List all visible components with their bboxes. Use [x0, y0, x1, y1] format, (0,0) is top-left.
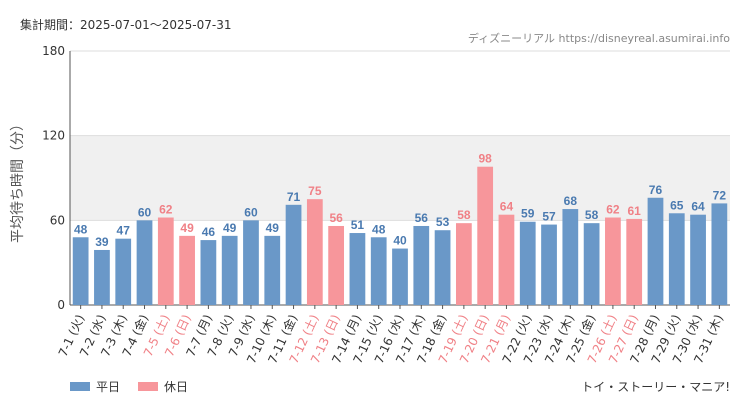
bar-4 [136, 220, 153, 305]
bar-5 [157, 217, 174, 305]
bar-9 [243, 220, 259, 305]
data-label: 72 [713, 188, 727, 202]
legend-weekday-label: 平日 [96, 380, 121, 394]
bar-21 [498, 214, 515, 305]
bar-14 [349, 233, 366, 305]
legend-holiday: 休日 [138, 378, 188, 395]
data-label: 60 [244, 205, 258, 219]
data-label: 61 [628, 204, 642, 218]
bar-27 [626, 218, 643, 305]
bar-1 [72, 237, 89, 305]
bar-13 [328, 225, 345, 305]
data-label: 98 [478, 152, 492, 166]
legend-holiday-swatch [138, 382, 159, 391]
y-tick-label: 180 [42, 44, 65, 58]
data-label: 62 [159, 203, 173, 217]
data-label: 76 [649, 183, 663, 197]
data-label: 49 [223, 221, 237, 235]
data-label: 58 [457, 208, 471, 222]
y-tick-label: 60 [50, 213, 65, 227]
data-label: 49 [180, 221, 194, 235]
data-label: 57 [542, 210, 556, 224]
bar-26 [605, 217, 621, 305]
legend-holiday-label: 休日 [164, 380, 189, 394]
legend: 平日 休日 [70, 378, 206, 395]
bar-16 [392, 248, 408, 305]
y-tick-label: 120 [42, 129, 65, 143]
bar-8 [221, 235, 238, 305]
data-label: 49 [266, 221, 280, 235]
bar-11 [285, 204, 302, 305]
data-label: 56 [329, 211, 343, 225]
data-label: 65 [670, 198, 684, 212]
data-label: 40 [393, 234, 407, 248]
data-label: 75 [308, 184, 322, 198]
data-label: 47 [117, 224, 131, 238]
attraction-name: トイ・ストーリー・マニア! [581, 380, 730, 394]
bar-6 [179, 235, 195, 305]
bar-30 [690, 214, 706, 305]
bar-28 [647, 197, 664, 305]
data-label: 39 [95, 235, 109, 249]
data-label: 71 [287, 190, 301, 204]
bar-23 [541, 224, 557, 305]
data-label: 59 [521, 207, 535, 221]
data-label: 48 [372, 222, 386, 236]
data-label: 62 [606, 203, 620, 217]
y-tick-label: 0 [57, 298, 65, 312]
data-label: 64 [691, 200, 705, 214]
bar-3 [115, 238, 132, 305]
bar-25 [583, 223, 600, 305]
bar-12 [306, 199, 323, 305]
bar-18 [434, 230, 451, 305]
data-label: 58 [585, 208, 599, 222]
period-text: 集計期間：2025-07-01～2025-07-31 [20, 18, 232, 32]
data-label: 46 [202, 225, 216, 239]
bar-10 [264, 235, 281, 305]
bar-24 [562, 209, 579, 305]
bar-22 [519, 221, 536, 305]
bar-7 [200, 240, 217, 305]
data-label: 68 [564, 194, 578, 208]
data-label: 51 [351, 218, 365, 232]
band-60-120 [70, 135, 730, 221]
bar-15 [370, 237, 387, 305]
bar-2 [94, 249, 110, 305]
legend-weekday-swatch [70, 382, 90, 391]
bar-20 [477, 166, 494, 305]
legend-weekday: 平日 [70, 378, 120, 395]
bar-19 [455, 223, 472, 305]
bar-31 [711, 203, 728, 305]
data-label: 53 [436, 215, 450, 229]
bar-17 [413, 225, 430, 305]
data-label: 64 [500, 200, 514, 214]
data-label: 56 [415, 211, 429, 225]
data-label: 60 [138, 205, 152, 219]
bar-29 [668, 213, 685, 305]
site-credit: ディズニーリアル https://disneyreal.asumirai.inf… [467, 32, 730, 45]
data-label: 48 [74, 222, 88, 236]
